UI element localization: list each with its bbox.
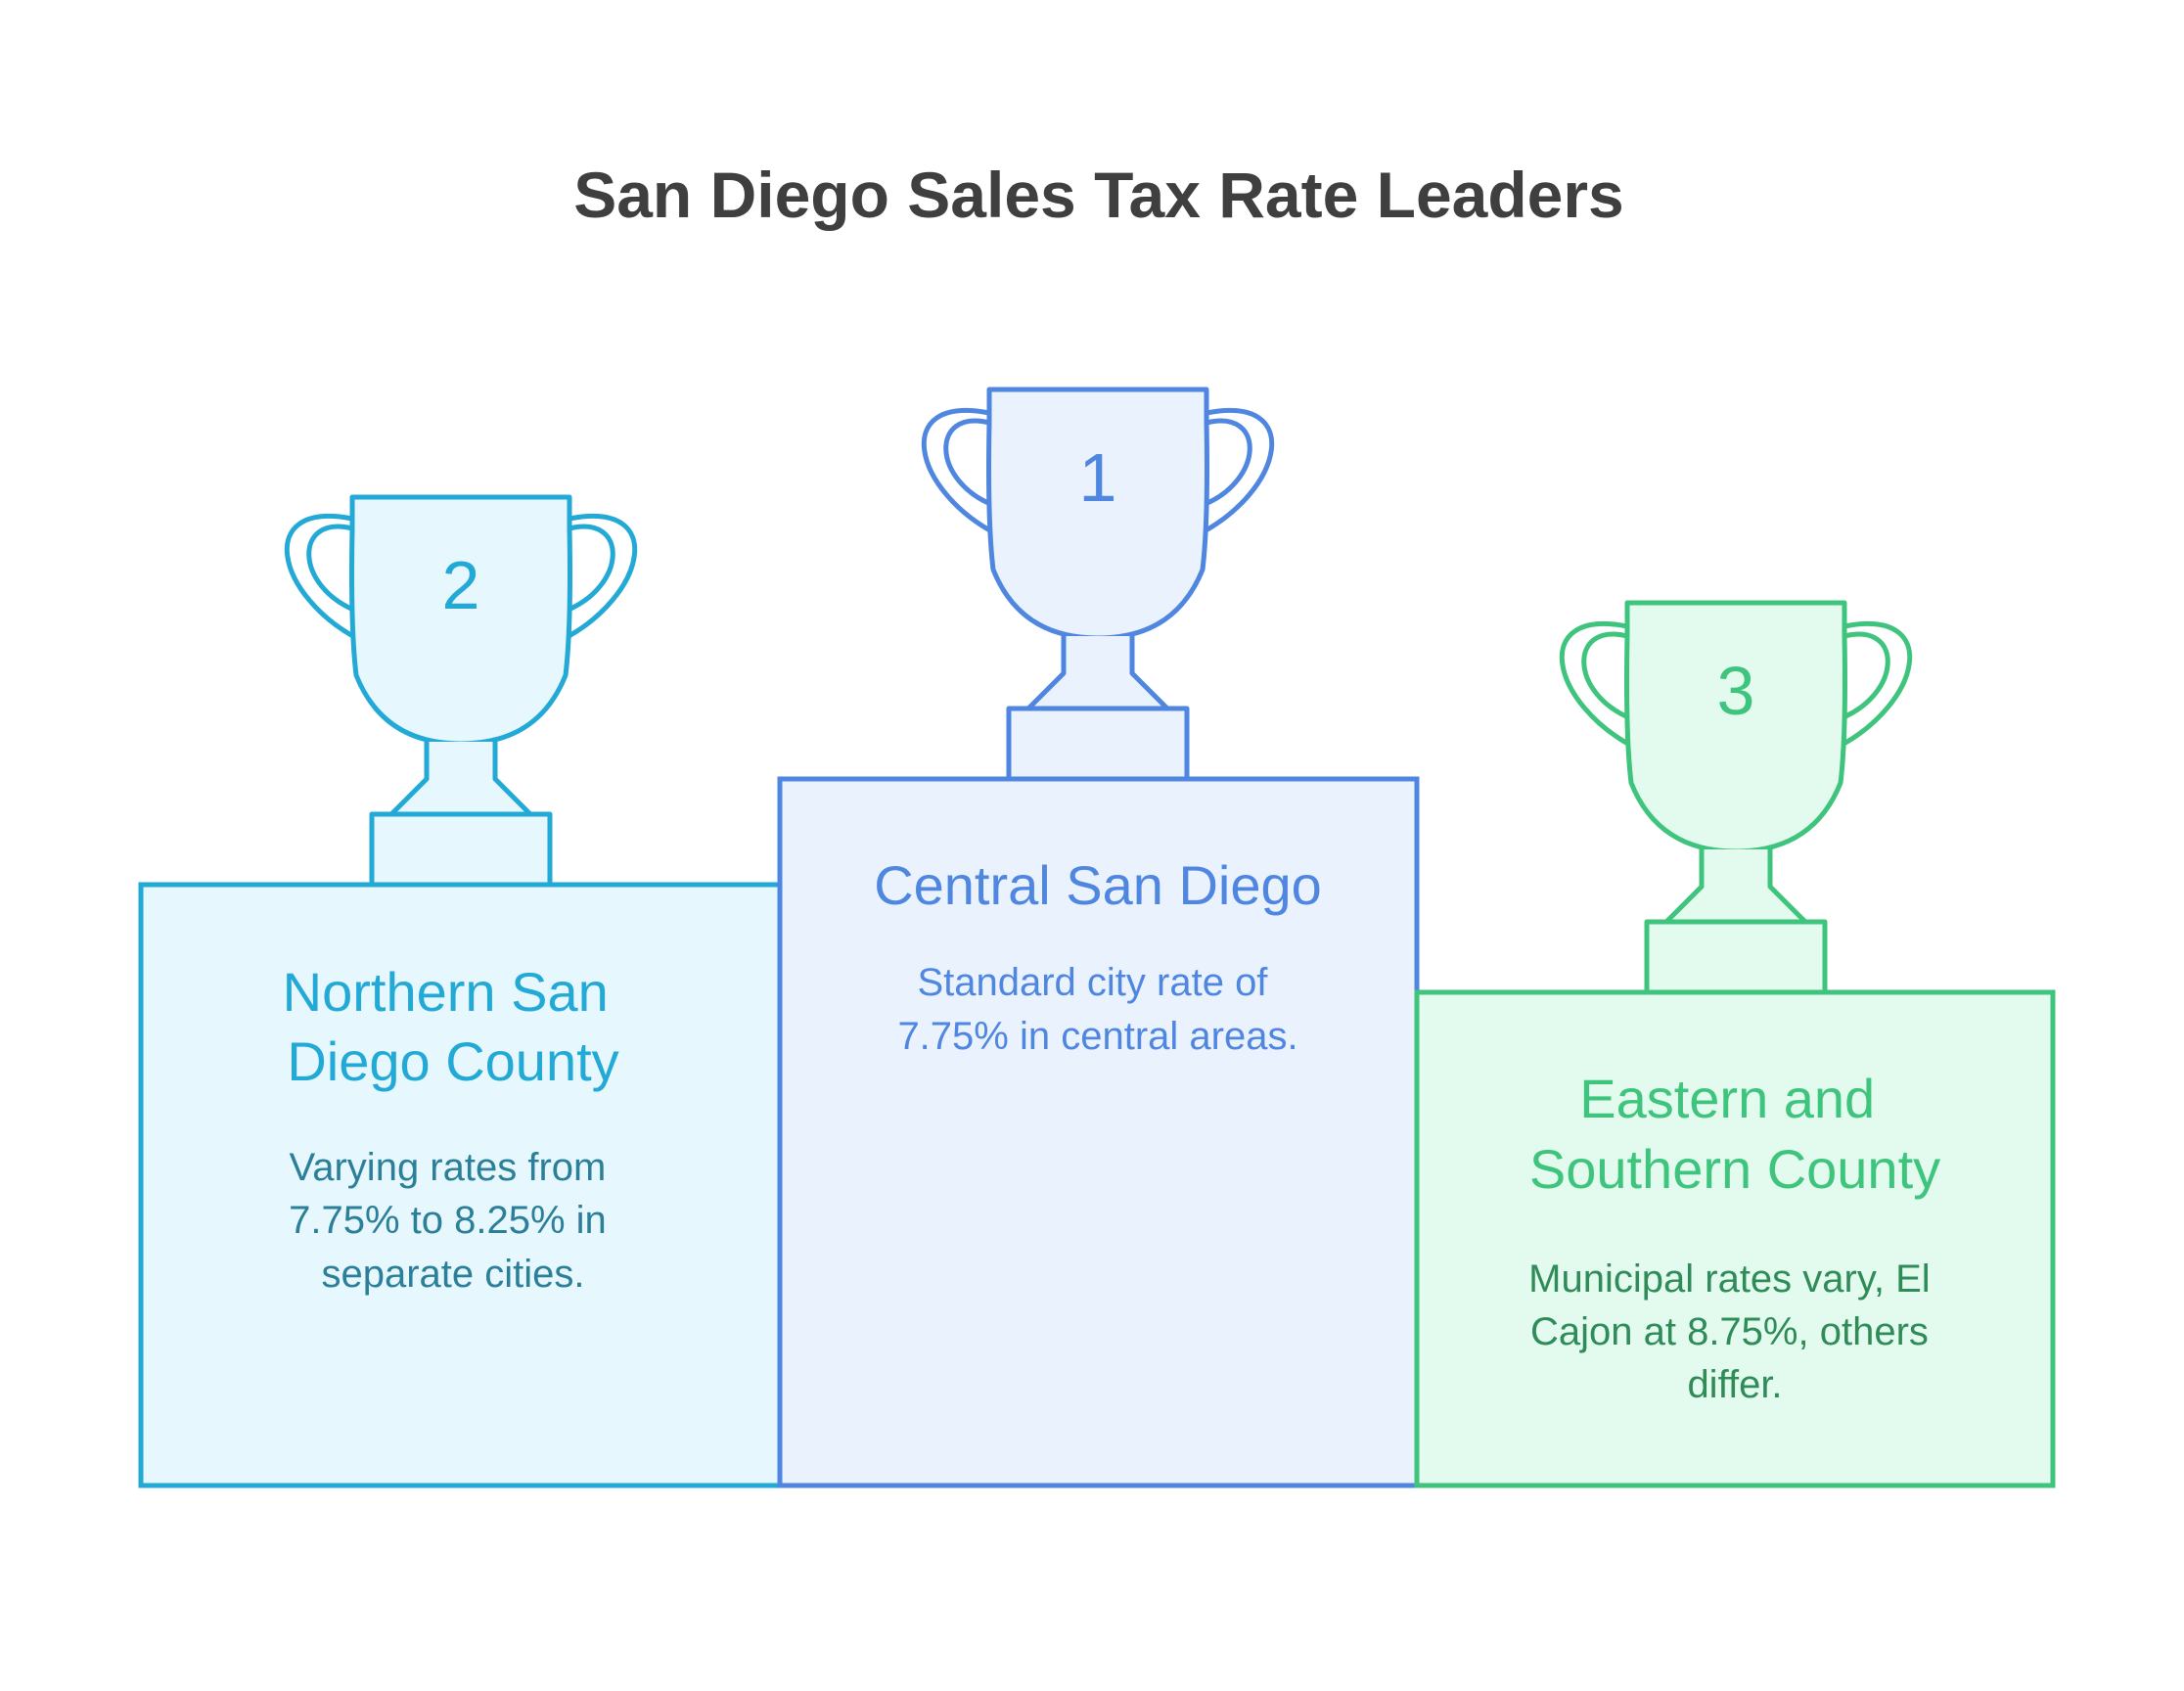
description-line: Standard city rate of (917, 961, 1268, 1004)
region-heading-first: Central San Diego (874, 854, 1322, 916)
heading-line: Diego County (287, 1030, 618, 1092)
heading-line: Northern San (283, 961, 609, 1023)
description-line: Cajon at 8.75%, others (1530, 1310, 1929, 1353)
description-line: Municipal rates vary, El (1528, 1257, 1931, 1301)
region-description-third: Municipal rates vary, El Cajon at 8.75%,… (1528, 1257, 1941, 1406)
description-line: 7.75% to 8.25% in (289, 1199, 607, 1242)
region-description-second: Varying rates from 7.75% to 8.25% in sep… (289, 1146, 617, 1296)
region-heading-third: Eastern and Southern County (1529, 1068, 1940, 1200)
description-line: separate cities. (321, 1253, 584, 1296)
podium-third-place: 3 Eastern and Southern County Municipal … (1414, 600, 2056, 1488)
trophy-first-icon (921, 387, 1275, 782)
podium-second-place: 2 Northern San Diego County Varying rate… (138, 494, 785, 1488)
heading-line: Eastern and (1579, 1068, 1875, 1129)
description-line: Varying rates from (290, 1146, 607, 1189)
rank-number-first: 1 (1079, 439, 1117, 516)
description-line: 7.75% in central areas. (897, 1015, 1297, 1058)
podium-first-place: 1 Central San Diego Standard city rate o… (777, 387, 1420, 1488)
region-heading-second: Northern San Diego County (283, 961, 624, 1092)
podium-block-third (1414, 989, 2056, 1488)
podium-block-second (138, 882, 785, 1488)
region-description-first: Standard city rate of 7.75% in central a… (897, 961, 1297, 1058)
heading-line: Central San Diego (874, 854, 1322, 916)
rank-number-third: 3 (1717, 653, 1755, 729)
podium-block-first (777, 776, 1420, 1488)
rank-number-second: 2 (442, 547, 480, 623)
trophy-third-icon (1559, 600, 1913, 995)
heading-line: Southern County (1529, 1138, 1940, 1200)
trophy-second-icon (284, 494, 638, 888)
page-title: San Diego Sales Tax Rate Leaders (573, 159, 1624, 231)
description-line: differ. (1687, 1363, 1782, 1406)
